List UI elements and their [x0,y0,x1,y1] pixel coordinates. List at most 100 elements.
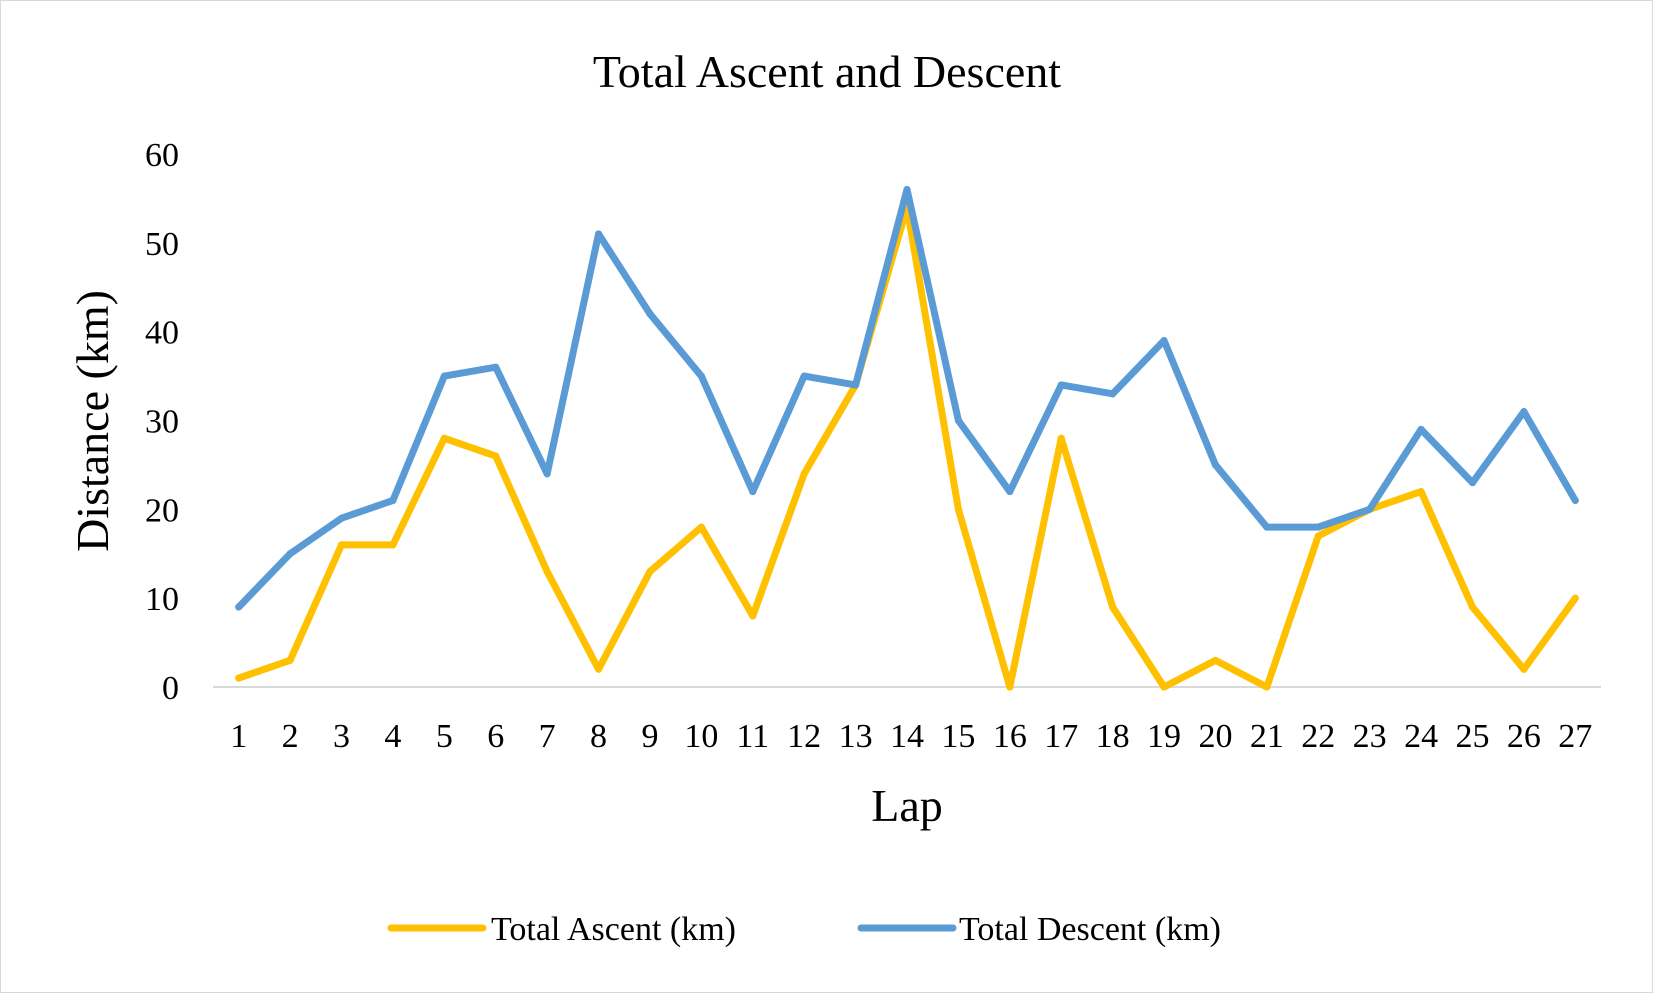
data-point [1160,683,1168,691]
data-point [1057,434,1065,442]
series-segment [1366,425,1425,513]
data-point [1057,381,1065,389]
data-point [800,470,808,478]
data-point [1109,390,1117,398]
legend: Total Ascent (km) Total Descent (km) [387,911,1221,948]
data-point [697,523,705,531]
data-point [595,230,603,238]
x-tick-label: 14 [890,718,924,755]
data-point [1109,603,1117,611]
data-point [543,568,551,576]
data-point [1417,425,1425,433]
data-point [1417,488,1425,496]
x-axis-tick-labels: 1 2 3 4 5 6 7 8 9 10 11 12 13 14 15 16 17 18 19 20 21 22 23 24 2… [230,718,1592,755]
x-tick-label: 21 [1250,718,1284,755]
y-axis-title: Distance (km) [67,290,118,552]
series-segment [235,656,294,682]
x-tick-label: 1 [230,718,247,755]
data-point [389,541,397,549]
series-segment [1520,408,1579,504]
x-tick-label: 19 [1147,718,1181,755]
x-tick-label: 25 [1455,718,1489,755]
y-tick-label: 40 [145,315,179,352]
series-segment [389,372,448,504]
data-point [1160,337,1168,345]
data-point [1006,683,1014,691]
series-total-descent-km [235,186,1579,611]
series-segment [1160,337,1219,469]
x-tick-label: 2 [282,718,299,755]
data-point [389,496,397,504]
series-segment [954,417,1014,496]
series-segment [1109,603,1168,691]
data-point [903,186,911,194]
series-segment [286,514,346,558]
series-segment [440,434,500,460]
x-tick-label: 13 [839,718,873,755]
series-segment [1057,381,1117,398]
data-point [286,550,294,558]
series-segment [235,550,294,611]
y-tick-label: 0 [162,670,179,707]
data-point [1263,523,1271,531]
data-point [338,514,346,522]
series-segment [543,568,603,673]
data-point [1468,479,1476,487]
data-point [697,372,705,380]
series-segment [697,523,757,620]
data-point [800,372,808,380]
data-point [852,381,860,389]
series-segment [749,470,808,620]
series-segment [1160,656,1219,691]
data-point [1314,532,1322,540]
x-tick-label: 5 [436,718,453,755]
y-tick-label: 20 [145,492,179,529]
data-point [1006,488,1014,496]
data-point [1571,496,1579,504]
series-segment [595,230,654,318]
data-point [1468,603,1476,611]
data-point [440,434,448,442]
data-point [1211,656,1219,664]
series-total-ascent-km [235,203,1579,691]
series-segment [492,363,551,478]
x-tick-label: 6 [487,718,504,755]
data-point [492,452,500,460]
x-tick-label: 3 [333,718,350,755]
series-segment [800,381,860,478]
x-tick-label: 23 [1353,718,1387,755]
series-layer [235,186,1579,691]
series-segment [1520,594,1579,673]
series-segment [646,310,705,380]
data-point [1211,461,1219,469]
y-tick-label: 60 [145,137,179,174]
series-segment [1468,603,1528,673]
series-segment [954,505,1014,691]
y-tick-label: 30 [145,404,179,441]
series-segment [595,568,654,673]
data-point [1263,683,1271,691]
series-segment [1211,461,1271,531]
x-tick-label: 12 [787,718,821,755]
series-segment [903,203,962,513]
data-point [954,417,962,424]
x-tick-label: 18 [1096,718,1130,755]
series-segment [749,372,808,496]
data-point [286,656,294,664]
series-segment [800,372,860,389]
data-point [492,363,500,371]
data-point [595,665,603,673]
y-tick-label: 50 [145,226,179,263]
x-tick-label: 16 [993,718,1027,755]
series-segment [852,186,911,389]
x-tick-label: 10 [684,718,718,755]
series-segment [1109,337,1168,398]
series-segment [440,363,500,380]
x-tick-label: 17 [1044,718,1078,755]
x-tick-label: 9 [641,718,658,755]
series-segment [1211,656,1271,691]
series-segment [286,541,346,664]
series-segment [1468,408,1528,487]
